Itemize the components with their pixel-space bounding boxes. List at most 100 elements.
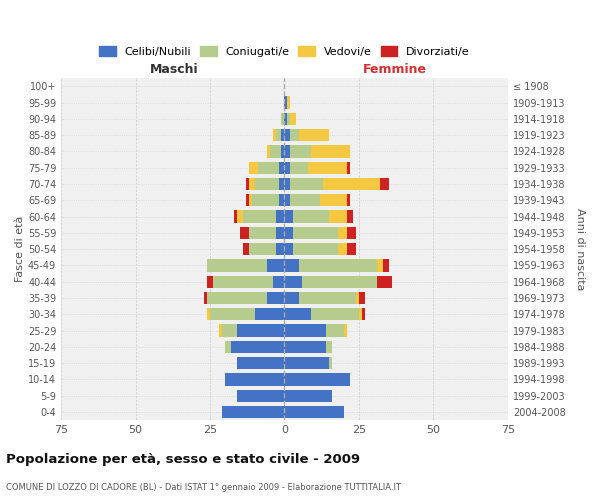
Y-axis label: Anni di nascita: Anni di nascita	[575, 208, 585, 290]
Bar	[225, 374, 284, 386]
Bar	[290, 129, 299, 141]
Bar	[284, 96, 287, 108]
Bar	[323, 178, 380, 190]
Bar	[284, 390, 332, 402]
Bar	[237, 357, 284, 369]
Bar	[284, 406, 344, 418]
Bar	[278, 194, 284, 206]
Bar	[293, 243, 338, 255]
Bar	[237, 324, 284, 336]
Bar	[207, 260, 266, 272]
Bar	[243, 210, 275, 222]
Bar	[237, 210, 243, 222]
Bar	[207, 292, 266, 304]
Bar	[347, 194, 350, 206]
Bar	[249, 178, 254, 190]
Bar	[320, 194, 347, 206]
Text: COMUNE DI LOZZO DI CADORE (BL) - Dati ISTAT 1° gennaio 2009 - Elaborazione TUTTI: COMUNE DI LOZZO DI CADORE (BL) - Dati IS…	[6, 483, 401, 492]
Text: Popolazione per età, sesso e stato civile - 2009: Popolazione per età, sesso e stato civil…	[6, 452, 360, 466]
Bar	[254, 178, 278, 190]
Bar	[287, 113, 290, 125]
Bar	[329, 210, 347, 222]
Bar	[281, 146, 284, 158]
Bar	[213, 276, 272, 288]
Bar	[207, 308, 210, 320]
Bar	[275, 210, 284, 222]
Bar	[311, 308, 359, 320]
Bar	[359, 292, 365, 304]
Bar	[222, 406, 284, 418]
Bar	[299, 260, 377, 272]
Bar	[249, 194, 252, 206]
Bar	[284, 146, 290, 158]
Bar	[284, 357, 329, 369]
Bar	[290, 178, 323, 190]
Bar	[293, 226, 338, 239]
Bar	[290, 146, 311, 158]
Bar	[290, 162, 308, 174]
Bar	[308, 162, 347, 174]
Bar	[254, 308, 284, 320]
Bar	[266, 146, 269, 158]
Bar	[204, 292, 207, 304]
Bar	[284, 260, 299, 272]
Bar	[231, 340, 284, 353]
Bar	[284, 243, 293, 255]
Bar	[284, 194, 290, 206]
Bar	[275, 226, 284, 239]
Bar	[383, 260, 389, 272]
Bar	[246, 178, 249, 190]
Bar	[299, 129, 329, 141]
Bar	[257, 162, 278, 174]
Bar	[284, 308, 311, 320]
Bar	[207, 276, 213, 288]
Bar	[356, 292, 359, 304]
Bar	[377, 276, 392, 288]
Bar	[326, 340, 332, 353]
Bar	[338, 226, 347, 239]
Bar	[249, 243, 275, 255]
Bar	[210, 308, 254, 320]
Bar	[347, 243, 356, 255]
Bar	[275, 129, 281, 141]
Bar	[290, 194, 320, 206]
Bar	[222, 324, 237, 336]
Bar	[284, 178, 290, 190]
Bar	[275, 243, 284, 255]
Bar	[326, 324, 344, 336]
Bar	[234, 210, 237, 222]
Bar	[284, 292, 299, 304]
Bar	[225, 340, 231, 353]
Bar	[338, 243, 347, 255]
Bar	[302, 276, 377, 288]
Bar	[252, 194, 278, 206]
Bar	[243, 243, 249, 255]
Bar	[347, 210, 353, 222]
Bar	[281, 129, 284, 141]
Bar	[237, 390, 284, 402]
Bar	[344, 324, 347, 336]
Bar	[284, 276, 302, 288]
Bar	[380, 178, 389, 190]
Bar	[347, 162, 350, 174]
Bar	[278, 162, 284, 174]
Bar	[272, 129, 275, 141]
Bar	[347, 226, 356, 239]
Bar	[281, 113, 284, 125]
Bar	[246, 194, 249, 206]
Bar	[249, 162, 257, 174]
Bar	[377, 260, 383, 272]
Bar	[284, 324, 326, 336]
Bar	[266, 292, 284, 304]
Bar	[272, 276, 284, 288]
Bar	[278, 178, 284, 190]
Bar	[266, 260, 284, 272]
Bar	[362, 308, 365, 320]
Bar	[249, 226, 275, 239]
Bar	[290, 113, 296, 125]
Y-axis label: Fasce di età: Fasce di età	[15, 216, 25, 282]
Bar	[329, 357, 332, 369]
Bar	[240, 226, 249, 239]
Text: Maschi: Maschi	[150, 62, 199, 76]
Bar	[359, 308, 362, 320]
